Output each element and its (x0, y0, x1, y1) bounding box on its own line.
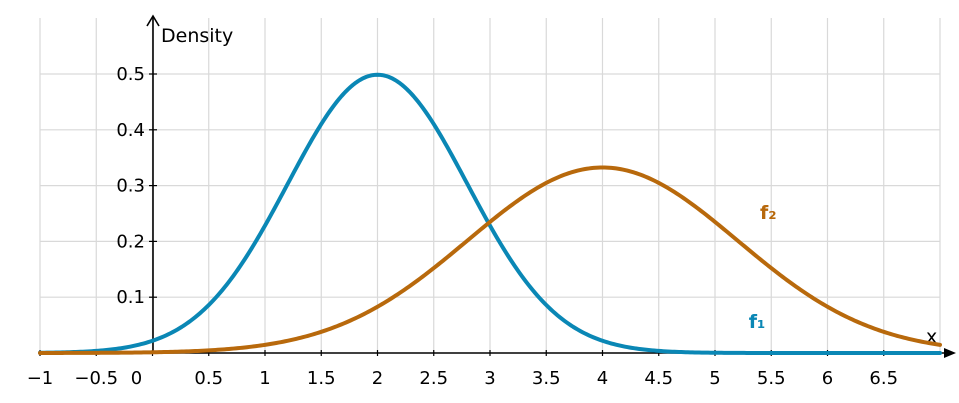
y-axis-arrow (146, 14, 160, 27)
series-line-2 (38, 165, 942, 355)
x-tick-label: 3 (484, 368, 495, 389)
y-tick-label: 0.3 (116, 176, 145, 197)
y-tick-label: 0.1 (116, 287, 145, 308)
x-tick-label: 0.5 (194, 368, 223, 389)
x-tick-label: 2.5 (419, 368, 448, 389)
x-tick-label: 4.5 (644, 368, 673, 389)
x-axis-arrow (944, 348, 956, 358)
x-tick-label: −0.5 (74, 368, 118, 389)
x-tick-label: 1.5 (307, 368, 336, 389)
x-axis-label: x (926, 326, 937, 348)
x-tick-label: 5.5 (757, 368, 786, 389)
x-tick-label: 2 (372, 368, 383, 389)
y-axis-label: Density (161, 25, 233, 47)
x-tick-label: 5 (709, 368, 720, 389)
x-tick-label: 3.5 (532, 368, 561, 389)
x-tick-label: 6.5 (869, 368, 898, 389)
series (38, 72, 942, 355)
series-label-1: f₁ (749, 311, 766, 333)
series-labels: f₁ f₂ (749, 202, 777, 333)
ticks: −1 −0.5 0 0.5 1 1.5 2 2.5 3 3.5 4 4.5 5 5.5 6 6.5 0.1 0.2… (27, 64, 898, 389)
y-tick-label: 0.2 (116, 231, 145, 252)
x-tick-label: −1 (27, 368, 54, 389)
series-line-1 (38, 72, 942, 355)
axes: x Density (40, 14, 956, 358)
x-tick-label: 4 (597, 368, 608, 389)
y-tick-label: 0.5 (116, 64, 145, 85)
grid (39, 18, 941, 353)
x-tick-label: 1 (259, 368, 270, 389)
x-tick-label: 0 (131, 368, 142, 389)
x-tick-label: 6 (822, 368, 833, 389)
y-tick-label: 0.4 (116, 120, 145, 141)
series-label-2: f₂ (760, 202, 777, 224)
